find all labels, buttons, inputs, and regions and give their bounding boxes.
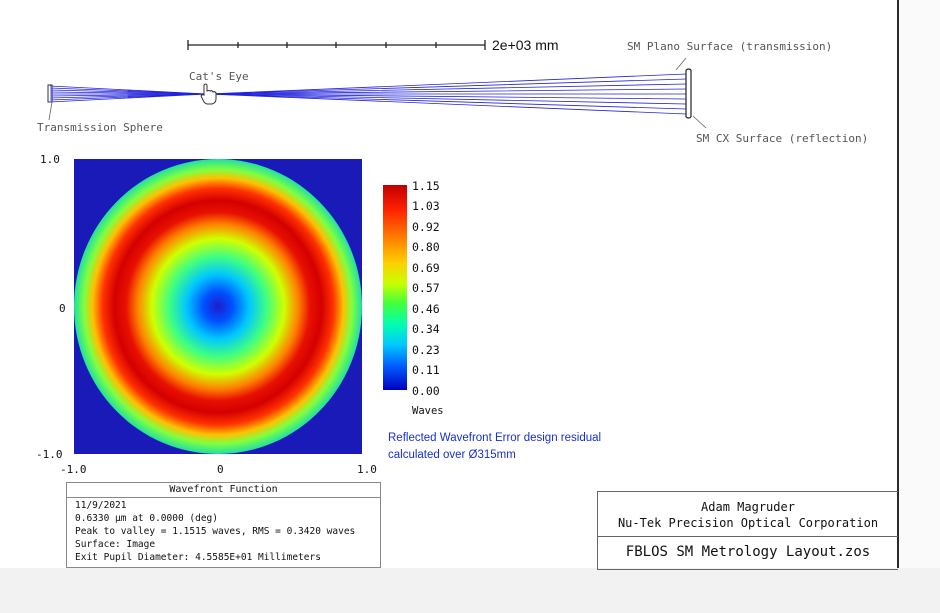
sm-element (685, 68, 692, 119)
x-tick-left: -1.0 (60, 463, 87, 476)
colorbar-value: 0.80 (412, 240, 440, 254)
title-filename: FBLOS SM Metrology Layout.zos (625, 544, 871, 560)
wavefront-disk (74, 159, 362, 454)
y-tick-bottom: -1.0 (36, 448, 63, 461)
caption-line-2: calculated over Ø315mm (388, 449, 516, 461)
ray-bundle (49, 73, 687, 115)
info-line-wavelength: 0.6330 µm at 0.0000 (deg) (75, 513, 218, 524)
colorbar-gradient (383, 185, 407, 390)
colorbar-unit-label: Waves (412, 405, 444, 417)
y-tick-top: 1.0 (40, 153, 60, 166)
colorbar-value: 0.46 (412, 302, 440, 316)
transmission-sphere-element (47, 84, 53, 103)
colorbar-value: 0.11 (412, 363, 440, 377)
scale-bar-label: 2e+03 mm (492, 37, 559, 53)
info-line-surface: Surface: Image (75, 539, 156, 550)
colorbar-value: 0.57 (412, 281, 440, 295)
colorbar-value: 0.23 (412, 343, 440, 357)
colorbar-value: 0.92 (412, 220, 440, 234)
caption-line-1: Reflected Wavefront Error design residua… (388, 432, 602, 444)
info-line-pv-rms: Peak to valley = 1.1515 waves, RMS = 0.3… (75, 526, 356, 537)
title-block: Adam Magruder Nu-Tek Precision Optical C… (597, 491, 898, 570)
info-line-date: 11/9/2021 (75, 500, 127, 511)
scale-bar (187, 40, 486, 50)
title-block-divider (598, 536, 898, 537)
wavefront-info-box: Wavefront Function 11/9/2021 0.6330 µm a… (66, 482, 381, 568)
colorbar-value: 0.00 (412, 384, 440, 398)
frame-right-border (897, 0, 899, 568)
info-line-pupil: Exit Pupil Diameter: 4.5585E+01 Millimet… (75, 552, 321, 563)
y-tick-mid: 0 (59, 302, 66, 315)
bottom-margin (0, 568, 940, 613)
colorbar-value: 1.03 (412, 199, 440, 213)
leader-lines (48, 57, 707, 129)
sm-plano-surface-label: SM Plano Surface (transmission) (627, 40, 833, 53)
cursor-hand-icon (200, 83, 217, 105)
transmission-sphere-label: Transmission Sphere (37, 121, 163, 134)
sm-cx-surface-label: SM CX Surface (reflection) (696, 132, 869, 145)
x-tick-mid: 0 (217, 463, 224, 476)
colorbar-value: 0.34 (412, 322, 440, 336)
optical-layout (47, 40, 707, 129)
right-margin (899, 0, 940, 568)
wavefront-map (74, 159, 362, 454)
colorbar-value: 1.15 (412, 179, 440, 193)
colorbar-value: 0.69 (412, 261, 440, 275)
info-box-title: Wavefront Function (67, 483, 380, 498)
x-tick-right: 1.0 (357, 463, 377, 476)
cats-eye-label: Cat's Eye (189, 70, 249, 83)
title-author: Adam Magruder (701, 500, 795, 514)
title-company: Nu-Tek Precision Optical Corporation (617, 516, 879, 530)
